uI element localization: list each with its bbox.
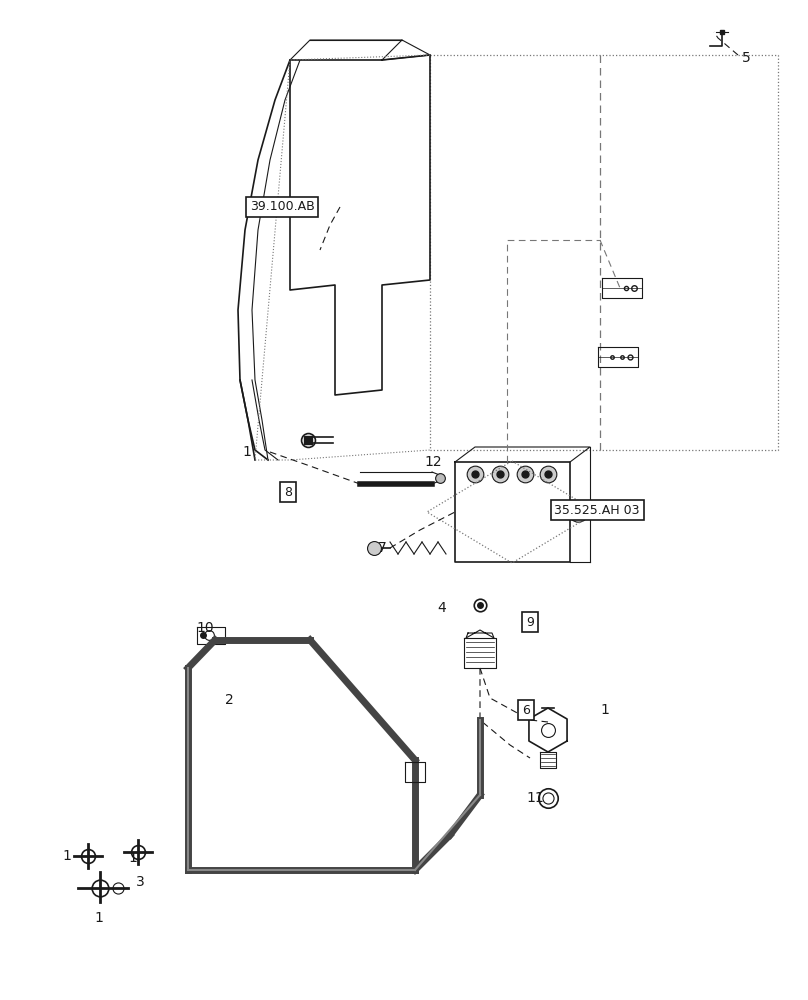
Text: 1: 1 (128, 851, 137, 865)
Text: 12: 12 (424, 455, 442, 469)
Text: 11: 11 (526, 791, 544, 805)
Text: 1: 1 (62, 849, 71, 863)
Text: 9: 9 (526, 615, 534, 629)
Text: 1: 1 (600, 703, 609, 717)
Text: 7: 7 (378, 541, 387, 555)
Text: 4: 4 (437, 601, 446, 615)
Text: 2: 2 (225, 693, 234, 707)
Text: 35.525.AH 03: 35.525.AH 03 (554, 504, 640, 516)
Text: 3: 3 (136, 875, 145, 889)
Text: 1: 1 (94, 911, 103, 925)
Text: 1: 1 (242, 445, 250, 459)
Text: 8: 8 (284, 486, 292, 498)
Text: 5: 5 (742, 51, 751, 65)
Text: 6: 6 (522, 704, 530, 716)
Text: 39.100.AB: 39.100.AB (250, 200, 314, 214)
Text: 10: 10 (196, 621, 213, 635)
